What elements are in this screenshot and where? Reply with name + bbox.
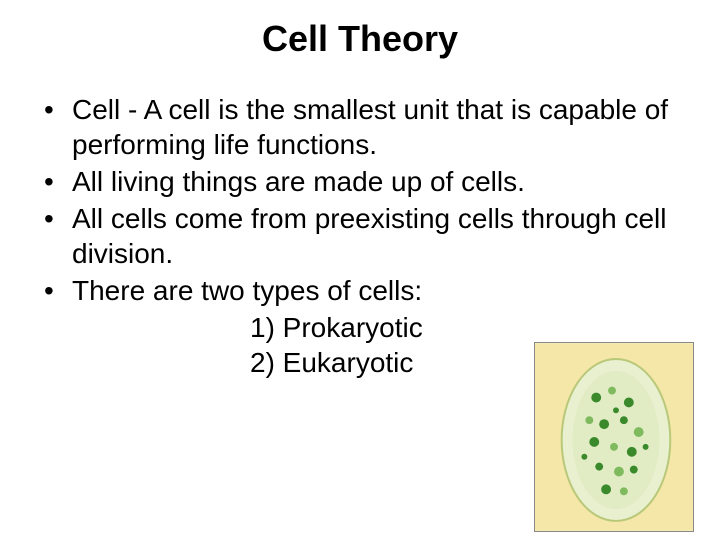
slide-title: Cell Theory bbox=[0, 18, 720, 60]
bullet-item: All living things are made up of cells. bbox=[40, 164, 680, 199]
sub-list-item: 1) Prokaryotic bbox=[250, 310, 680, 345]
bullet-item: There are two types of cells: bbox=[40, 273, 680, 308]
bullet-item: Cell - A cell is the smallest unit that … bbox=[40, 92, 680, 162]
slide-content: Cell - A cell is the smallest unit that … bbox=[0, 92, 720, 380]
bullet-list: Cell - A cell is the smallest unit that … bbox=[40, 92, 680, 308]
cell-microscope-image bbox=[534, 342, 694, 532]
bullet-item: All cells come from preexisting cells th… bbox=[40, 201, 680, 271]
